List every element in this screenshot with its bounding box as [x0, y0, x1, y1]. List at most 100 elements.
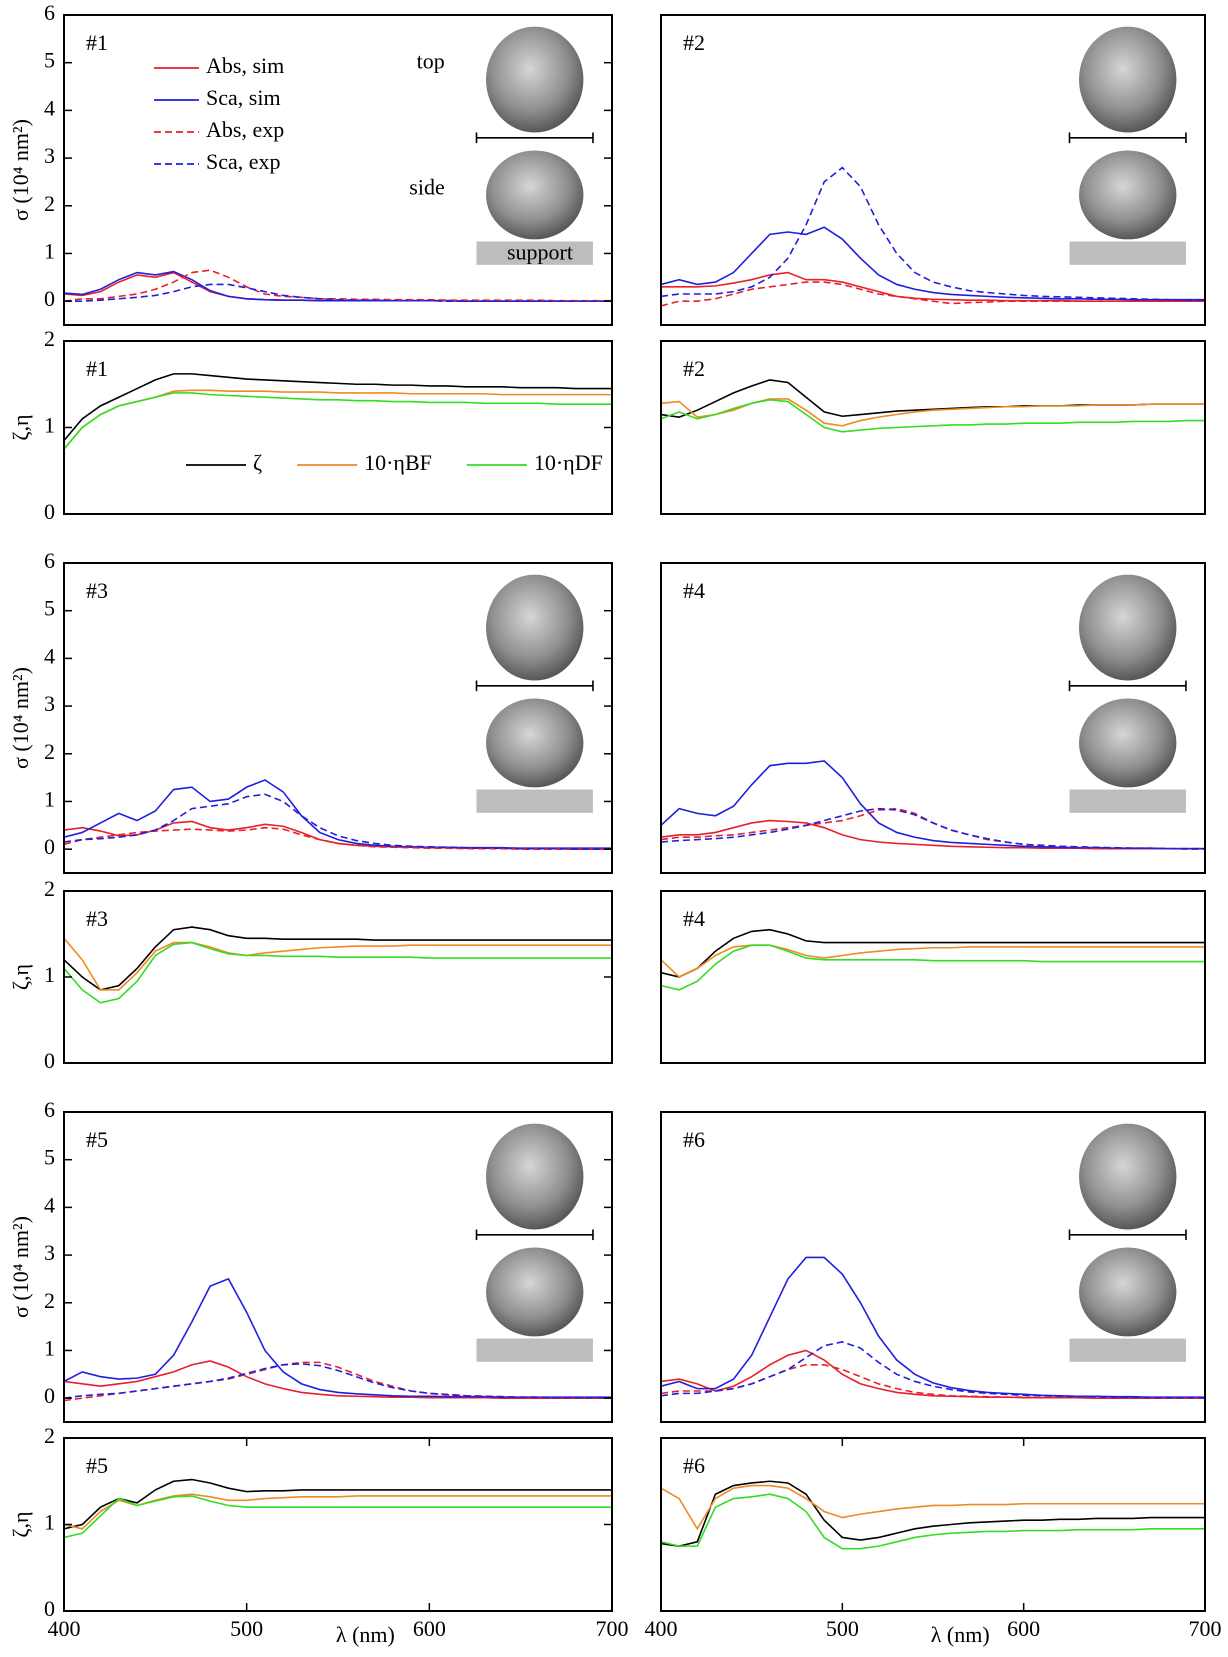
y-tick-label: 5	[44, 1145, 55, 1170]
panel-label: #1	[86, 30, 108, 55]
data-line	[661, 809, 1205, 850]
panel-label: #2	[683, 356, 705, 381]
x-tick-label: 400	[645, 1616, 678, 1641]
y-axis-label: ζ,η	[8, 414, 33, 440]
y-tick-label: 2	[44, 326, 55, 351]
plot-frame	[64, 891, 612, 1063]
y-tick-label: 3	[44, 691, 55, 716]
data-line	[661, 809, 1205, 849]
particle-top	[486, 1124, 583, 1230]
y-tick-label: 1	[44, 787, 55, 812]
plot-frame	[661, 341, 1205, 514]
panel-label: #1	[86, 356, 108, 381]
data-line	[64, 393, 612, 449]
panel: #6	[661, 1112, 1205, 1422]
legend-label: Sca, exp	[206, 149, 281, 174]
panel-label: #6	[683, 1453, 705, 1478]
data-line	[661, 282, 1205, 306]
data-line	[64, 828, 612, 849]
data-line	[64, 284, 612, 301]
plot-frame	[661, 891, 1205, 1063]
panel: #4	[661, 891, 1205, 1063]
y-tick-label: 6	[44, 548, 55, 573]
data-line	[661, 945, 1205, 990]
x-tick-label: 400	[48, 1616, 81, 1641]
panel-label: #5	[86, 1127, 108, 1152]
panel-label: #3	[86, 578, 108, 603]
y-axis-label: σ (10⁴ nm²)	[8, 119, 33, 221]
x-tick-label: 700	[1189, 1616, 1222, 1641]
panel: 0 1 2 3 4 5 6 #3 σ (10⁴ nm²)	[8, 548, 612, 873]
particle-top	[486, 575, 583, 681]
y-tick-label: 1	[44, 413, 55, 438]
y-axis-label: σ (10⁴ nm²)	[8, 1216, 33, 1318]
y-tick-label: 2	[44, 739, 55, 764]
y-tick-label: 0	[44, 499, 55, 524]
y-tick-label: 2	[44, 1288, 55, 1313]
panel: #4	[661, 563, 1205, 873]
legend-label: Sca, sim	[206, 85, 281, 110]
data-line	[661, 1481, 1205, 1546]
y-tick-label: 6	[44, 0, 55, 25]
plot-frame	[64, 341, 612, 514]
x-tick-label: 500	[826, 1616, 859, 1641]
particle-side	[1079, 1248, 1176, 1337]
plot-frame	[64, 1438, 612, 1611]
panel: #2	[661, 341, 1205, 514]
y-tick-label: 4	[44, 95, 55, 120]
data-line	[64, 1494, 612, 1529]
particle-side	[1079, 151, 1176, 240]
legend-label: 10·ηBF	[364, 450, 432, 475]
data-line	[64, 943, 612, 1003]
support-label: support	[507, 239, 573, 264]
support	[476, 1339, 592, 1362]
y-tick-label: 1	[44, 962, 55, 987]
view-label: side	[409, 175, 444, 200]
particle-side	[1079, 699, 1176, 788]
panel: #2	[661, 15, 1205, 325]
y-tick-label: 5	[44, 596, 55, 621]
panel-label: #5	[86, 1453, 108, 1478]
y-tick-label: 0	[44, 834, 55, 859]
data-line	[661, 273, 1205, 302]
y-tick-label: 4	[44, 1192, 55, 1217]
data-line	[64, 1480, 612, 1529]
particle-top	[1079, 575, 1176, 681]
y-axis-label: ζ,η	[8, 1511, 33, 1537]
support	[1069, 242, 1185, 265]
y-tick-label: 2	[44, 1423, 55, 1448]
panel-label: #4	[683, 578, 705, 603]
data-line	[64, 938, 612, 990]
panel: 012#3ζ,η	[8, 876, 612, 1073]
panel-label: #3	[86, 906, 108, 931]
y-tick-label: 0	[44, 1383, 55, 1408]
x-tick-label: 600	[1007, 1616, 1040, 1641]
particle-side	[486, 699, 583, 788]
data-line	[661, 821, 1205, 849]
x-axis-label: λ (nm)	[336, 1622, 395, 1647]
particle-side	[486, 151, 583, 240]
support	[476, 790, 592, 813]
y-tick-label: 0	[44, 1048, 55, 1073]
panel-label: #4	[683, 906, 705, 931]
legend-label: Abs, exp	[206, 117, 284, 142]
data-line	[64, 374, 612, 441]
panel-label: #6	[683, 1127, 705, 1152]
data-line	[64, 1362, 612, 1400]
y-tick-label: 4	[44, 643, 55, 668]
data-line	[661, 1486, 1205, 1529]
y-tick-label: 2	[44, 876, 55, 901]
x-tick-label: 600	[413, 1616, 446, 1641]
y-tick-label: 5	[44, 48, 55, 73]
panel-label: #2	[683, 30, 705, 55]
panel: 012#1ζ,ηζ10·ηBF10·ηDF	[8, 326, 612, 524]
y-tick-label: 1	[44, 239, 55, 264]
y-axis-label: σ (10⁴ nm²)	[8, 667, 33, 769]
y-tick-label: 6	[44, 1097, 55, 1122]
y-tick-label: 0	[44, 286, 55, 311]
x-tick-label: 700	[596, 1616, 629, 1641]
support	[1069, 1339, 1185, 1362]
y-tick-label: 1	[44, 1510, 55, 1535]
